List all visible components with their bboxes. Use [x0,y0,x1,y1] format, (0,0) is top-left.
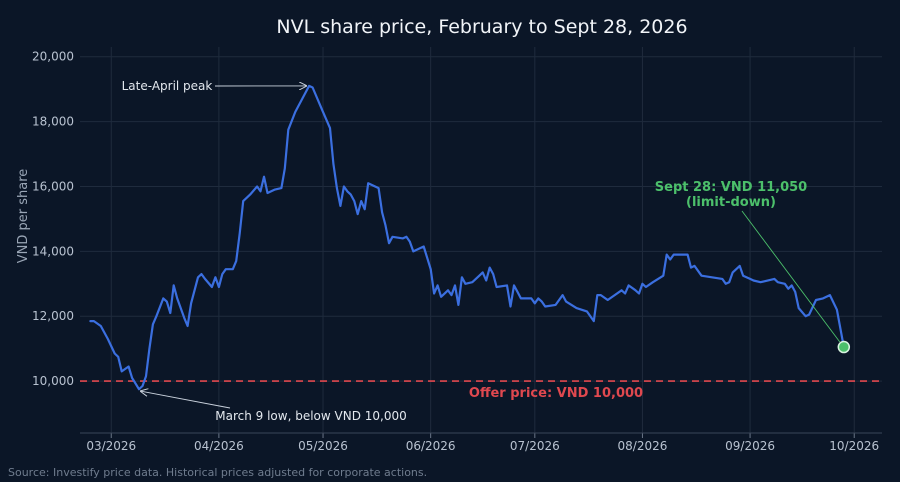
x-tick-label: 07/2026 [510,439,560,453]
y-tick-label: 10,000 [32,374,74,388]
annotation-low-arrow [141,391,231,409]
y-grid [80,56,882,382]
price-series-line [89,84,845,391]
x-tick-label: 04/2026 [194,439,244,453]
x-tick-label: 10/2026 [829,439,879,453]
y-tick-label: 18,000 [32,115,74,129]
y-tick-label: 20,000 [32,50,74,64]
y-tick-label: 14,000 [32,244,74,258]
source-note: Source: Investify price data. Historical… [8,466,427,479]
highlight-point [837,340,851,354]
highlight-text-line-2: (limit-down) [686,195,776,210]
x-tick-label: 03/2026 [86,439,136,453]
annotation-peak-text: Late-April peak [122,79,213,93]
x-tick-label: 09/2026 [725,439,775,453]
highlight-arrow [741,210,841,343]
annotation-low: March 9 low, below VND 10,000 [141,391,407,423]
x-tick-label: 08/2026 [618,439,668,453]
highlight-text-line-1: Sept 28: VND 11,050 [655,180,807,195]
y-axis-ticks: 10,000 12,000 14,000 16,000 18,000 20,000 [32,50,74,388]
y-tick-label: 16,000 [32,179,74,193]
annotation-peak: Late-April peak [122,79,307,93]
x-axis-ticks: 03/2026 04/2026 05/2026 06/2026 07/2026 08/20… [86,439,879,453]
annotation-low-text: March 9 low, below VND 10,000 [215,409,407,423]
x-tick-label: 05/2026 [298,439,348,453]
chart-title: NVL share price, February to Sept 28, 20… [276,16,687,38]
offer-price-label: Offer price: VND 10,000 [469,386,643,401]
x-tick-label: 06/2026 [406,439,456,453]
highlight-sept-28: Sept 28: VND 11,050 (limit-down) [655,180,851,354]
y-tick-label: 12,000 [32,309,74,323]
y-axis-label: VND per share [16,169,31,264]
